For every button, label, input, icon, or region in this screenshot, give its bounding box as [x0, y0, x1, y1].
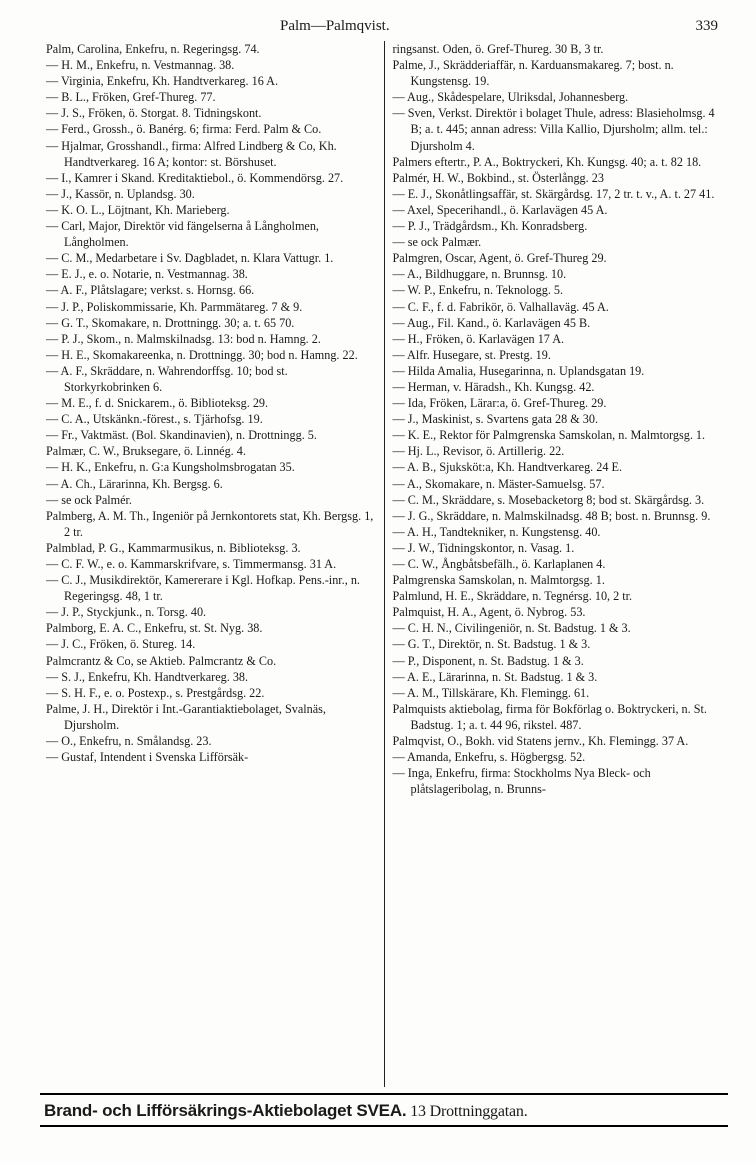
directory-entry: — S. H. F., e. o. Postexp., s. Prestgård… [46, 685, 376, 701]
directory-entry: — C. M., Skräddare, s. Mosebacketorg 8; … [393, 492, 723, 508]
directory-entry: — Hj. L., Revisor, ö. Artillerig. 22. [393, 443, 723, 459]
directory-entry: — Carl, Major, Direktör vid fängelserna … [46, 218, 376, 250]
directory-entry: — G. T., Direktör, n. St. Badstug. 1 & 3… [393, 636, 723, 652]
directory-entry: — C. F., f. d. Fabrikör, ö. Valhallaväg.… [393, 299, 723, 315]
directory-entry: — H. K., Enkefru, n. G:a Kungsholmsbroga… [46, 459, 376, 475]
footer-ad: Brand- och Lifförsäkrings-Aktiebolaget S… [40, 1093, 728, 1127]
directory-entry: Palmér, H. W., Bokbind., st. Österlångg.… [393, 170, 723, 186]
directory-entry: — H. E., Skomakareenka, n. Drottningg. 3… [46, 347, 376, 363]
columns: Palm, Carolina, Enkefru, n. Regeringsg. … [40, 41, 728, 1087]
directory-entry: — Virginia, Enkefru, Kh. Handtverkareg. … [46, 73, 376, 89]
directory-entry: — J. C., Fröken, ö. Stureg. 14. [46, 636, 376, 652]
directory-entry: Palmgren, Oscar, Agent, ö. Gref-Thureg 2… [393, 250, 723, 266]
left-column: Palm, Carolina, Enkefru, n. Regeringsg. … [40, 41, 385, 1087]
directory-entry: — Ferd., Grossh., ö. Banérg. 6; firma: F… [46, 121, 376, 137]
directory-entry: Palmquists aktiebolag, firma för Bokförl… [393, 701, 723, 733]
page-number: 339 [696, 18, 719, 35]
directory-entry: — H., Fröken, ö. Karlavägen 17 A. [393, 331, 723, 347]
directory-entry: Palmqvist, O., Bokh. vid Statens jernv.,… [393, 733, 723, 749]
directory-entry: — se ock Palmær. [393, 234, 723, 250]
directory-entry: — Ida, Fröken, Lärar:a, ö. Gref-Thureg. … [393, 395, 723, 411]
directory-entry: — A. H., Tandtekniker, n. Kungstensg. 40… [393, 524, 723, 540]
directory-entry: Palmlund, H. E., Skräddare, n. Tegnérsg.… [393, 588, 723, 604]
directory-entry: — C. W., Ångbåtsbefälh., ö. Karlaplanen … [393, 556, 723, 572]
directory-entry: — J., Kassör, n. Uplandsg. 30. [46, 186, 376, 202]
directory-entry: — A. Ch., Lärarinna, Kh. Bergsg. 6. [46, 476, 376, 492]
directory-entry: — P., Disponent, n. St. Badstug. 1 & 3. [393, 653, 723, 669]
directory-entry: — A., Bildhuggare, n. Brunnsg. 10. [393, 266, 723, 282]
directory-entry: — Aug., Skådespelare, Ulriksdal, Johanne… [393, 89, 723, 105]
directory-entry: — A. B., Sjuksköt:a, Kh. Handtverkareg. … [393, 459, 723, 475]
header-title: Palm—Palmqvist. [280, 18, 390, 35]
directory-entry: — C. A., Utskänkn.-förest., s. Tjärhofsg… [46, 411, 376, 427]
directory-entry: Palmborg, E. A. C., Enkefru, st. St. Nyg… [46, 620, 376, 636]
directory-entry: ringsanst. Oden, ö. Gref-Thureg. 30 B, 3… [393, 41, 723, 57]
directory-entry: — C. J., Musikdirektör, Kamererare i Kgl… [46, 572, 376, 604]
directory-entry: — A. E., Lärarinna, n. St. Badstug. 1 & … [393, 669, 723, 685]
directory-entry: — J. P., Poliskommissarie, Kh. Parmmätar… [46, 299, 376, 315]
directory-entry: Palmers eftertr., P. A., Boktryckeri, Kh… [393, 154, 723, 170]
page-header: Palm—Palmqvist. 339 [40, 18, 728, 35]
right-column: ringsanst. Oden, ö. Gref-Thureg. 30 B, 3… [385, 41, 729, 1087]
directory-entry: — I., Kamrer i Skand. Kreditaktiebol., ö… [46, 170, 376, 186]
directory-entry: — P. J., Trädgårdsm., Kh. Konradsberg. [393, 218, 723, 234]
directory-entry: — J. W., Tidningskontor, n. Vasag. 1. [393, 540, 723, 556]
directory-entry: — Alfr. Husegare, st. Prestg. 19. [393, 347, 723, 363]
directory-entry: — J. S., Fröken, ö. Storgat. 8. Tidnings… [46, 105, 376, 121]
directory-entry: — Sven, Verkst. Direktör i bolaget Thule… [393, 105, 723, 153]
directory-entry: — K. O. L., Löjtnant, Kh. Marieberg. [46, 202, 376, 218]
directory-entry: Palme, J. H., Direktör i Int.-Garantiakt… [46, 701, 376, 733]
directory-entry: — G. T., Skomakare, n. Drottningg. 30; a… [46, 315, 376, 331]
directory-entry: — J. P., Styckjunk., n. Torsg. 40. [46, 604, 376, 620]
directory-entry: — Hjalmar, Grosshandl., firma: Alfred Li… [46, 138, 376, 170]
directory-entry: — S. J., Enkefru, Kh. Handtverkareg. 38. [46, 669, 376, 685]
directory-entry: — A. F., Plåtslagare; verkst. s. Hornsg.… [46, 282, 376, 298]
directory-entry: — Fr., Vaktmäst. (Bol. Skandinavien), n.… [46, 427, 376, 443]
directory-entry: Palm, Carolina, Enkefru, n. Regeringsg. … [46, 41, 376, 57]
directory-entry: — K. E., Rektor för Palmgrenska Samskola… [393, 427, 723, 443]
directory-entry: — se ock Palmér. [46, 492, 376, 508]
directory-entry: — B. L., Fröken, Gref-Thureg. 77. [46, 89, 376, 105]
directory-entry: — C. F. W., e. o. Kammarskrifvare, s. Ti… [46, 556, 376, 572]
directory-entry: — E. J., e. o. Notarie, n. Vestmannag. 3… [46, 266, 376, 282]
directory-entry: — A. M., Tillskärare, Kh. Flemingg. 61. [393, 685, 723, 701]
page: Palm—Palmqvist. 339 Palm, Carolina, Enke… [0, 0, 756, 1163]
directory-entry: — Herman, v. Häradsh., Kh. Kungsg. 42. [393, 379, 723, 395]
directory-entry: — H. M., Enkefru, n. Vestmannag. 38. [46, 57, 376, 73]
directory-entry: Palmgrenska Samskolan, n. Malmtorgsg. 1. [393, 572, 723, 588]
directory-entry: — Amanda, Enkefru, s. Högbergsg. 52. [393, 749, 723, 765]
directory-entry: Palmcrantz & Co, se Aktieb. Palmcrantz &… [46, 653, 376, 669]
directory-entry: Palmberg, A. M. Th., Ingeniör på Jernkon… [46, 508, 376, 540]
directory-entry: Palme, J., Skrädderiaffär, n. Karduansma… [393, 57, 723, 89]
directory-entry: — W. P., Enkefru, n. Teknologg. 5. [393, 282, 723, 298]
directory-entry: — Hilda Amalia, Husegarinna, n. Uplandsg… [393, 363, 723, 379]
directory-entry: — J., Maskinist, s. Svartens gata 28 & 3… [393, 411, 723, 427]
directory-entry: — A., Skomakare, n. Mäster-Samuelsg. 57. [393, 476, 723, 492]
directory-entry: — Axel, Specerihandl., ö. Karlavägen 45 … [393, 202, 723, 218]
directory-entry: — C. M., Medarbetare i Sv. Dagbladet, n.… [46, 250, 376, 266]
directory-entry: — Inga, Enkefru, firma: Stockholms Nya B… [393, 765, 723, 797]
directory-entry: Palmblad, P. G., Kammarmusikus, n. Bibli… [46, 540, 376, 556]
directory-entry: — Gustaf, Intendent i Svenska Lifförsäk- [46, 749, 376, 765]
footer-bold: Brand- och Lifförsäkrings-Aktiebolaget S… [44, 1101, 406, 1120]
directory-entry: — C. H. N., Civilingeniör, n. St. Badstu… [393, 620, 723, 636]
directory-entry: — M. E., f. d. Snickarem., ö. Biblioteks… [46, 395, 376, 411]
directory-entry: — Aug., Fil. Kand., ö. Karlavägen 45 B. [393, 315, 723, 331]
directory-entry: — P. J., Skom., n. Malmskilnadsg. 13: bo… [46, 331, 376, 347]
footer-rest: 13 Drottninggatan. [406, 1103, 527, 1120]
directory-entry: Palmær, C. W., Bruksegare, ö. Linnég. 4. [46, 443, 376, 459]
directory-entry: — J. G., Skräddare, n. Malmskilnadsg. 48… [393, 508, 723, 524]
directory-entry: — E. J., Skonåtlingsaffär, st. Skärgårds… [393, 186, 723, 202]
directory-entry: Palmquist, H. A., Agent, ö. Nybrog. 53. [393, 604, 723, 620]
directory-entry: — A. F., Skräddare, n. Wahrendorffsg. 10… [46, 363, 376, 395]
directory-entry: — O., Enkefru, n. Smålandsg. 23. [46, 733, 376, 749]
